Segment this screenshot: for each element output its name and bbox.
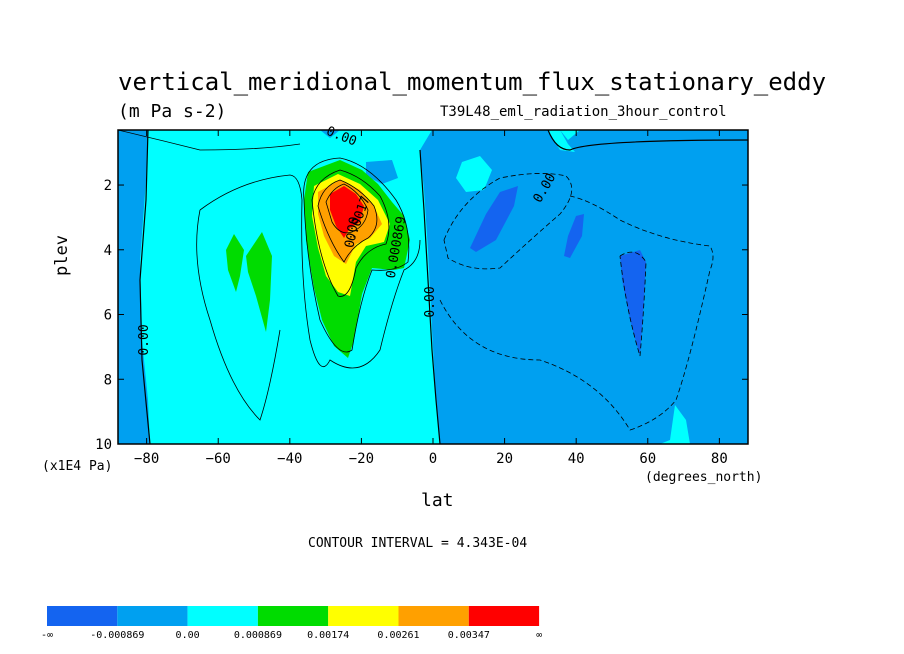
colorbar-swatch xyxy=(47,606,118,626)
y-tick-label: 10 xyxy=(95,437,112,453)
x-tick-label: 80 xyxy=(711,451,728,467)
colorbar-label: 0.000869 xyxy=(234,630,282,641)
contour-line xyxy=(325,183,369,234)
colorbar-swatch xyxy=(257,606,329,626)
colorbar-swatch xyxy=(398,606,469,626)
fill-cyan-notch-2 xyxy=(548,130,575,152)
x-axis-label: lat xyxy=(421,490,454,511)
colorbar-label: ∞ xyxy=(536,630,542,641)
chart-units: (m Pa s-2) xyxy=(118,101,227,122)
contour-line xyxy=(196,174,421,421)
colorbar-swatch xyxy=(328,606,399,626)
colorbar-swatch xyxy=(468,606,540,626)
colorbar-swatch xyxy=(187,606,258,626)
contour-line-zero xyxy=(419,149,441,444)
y-tick-label: 6 xyxy=(104,308,112,324)
contour-line-zero xyxy=(547,130,748,151)
contour-label: 0.00 xyxy=(342,216,362,249)
fill-lightblue-blob xyxy=(366,160,398,184)
y-tick-label: 4 xyxy=(104,243,112,259)
x-tick-label: −40 xyxy=(277,451,302,467)
fill-green-west-2 xyxy=(246,232,272,332)
colorbar-label: 0.00261 xyxy=(377,630,419,641)
contour-line xyxy=(317,179,378,263)
contour-line-negative xyxy=(443,173,573,270)
colorbar-label: 0.00 xyxy=(176,630,200,641)
colorbar-label: 0.00174 xyxy=(307,630,349,641)
contour-line xyxy=(311,169,390,297)
fill-red-core xyxy=(330,186,364,238)
contour-line-negative xyxy=(439,195,714,431)
x-tick-label: 40 xyxy=(568,451,585,467)
y-tick-label: 2 xyxy=(104,178,112,194)
contour-label: 0.00 xyxy=(137,324,152,355)
x-tick-label: 20 xyxy=(496,451,513,467)
x-tick-label: 0 xyxy=(429,451,437,467)
x-tick-label: −60 xyxy=(206,451,231,467)
colorbar-label: -0.000869 xyxy=(90,630,144,641)
colorbar-swatch xyxy=(117,606,188,626)
chart-title: vertical_meridional_momentum_flux_statio… xyxy=(118,68,827,96)
x-tick-label: 60 xyxy=(639,451,656,467)
colorbar-label: -∞ xyxy=(41,630,53,641)
fill-darkblue-2 xyxy=(564,214,584,258)
contour-line-zero xyxy=(139,130,151,444)
fill-cyan-notch-1 xyxy=(456,156,492,192)
contour-line xyxy=(118,130,301,151)
run-label: T39L48_eml_radiation_3hour_control xyxy=(440,104,727,120)
colorbar-label: 0.00347 xyxy=(448,630,490,641)
contour-interval-label: CONTOUR INTERVAL = 4.343E-04 xyxy=(308,536,528,551)
y-axis-units: (x1E4 Pa) xyxy=(42,459,113,474)
contour-line-negative xyxy=(619,251,647,357)
contour-label: 0.00 xyxy=(423,286,438,317)
x-tick-label: −80 xyxy=(134,451,159,467)
fill-darkblue-3 xyxy=(620,250,646,356)
fill-green-west-1 xyxy=(226,234,244,292)
x-axis-units: (degrees_north) xyxy=(645,470,763,485)
x-tick-label: −20 xyxy=(349,451,374,467)
contour-line xyxy=(303,157,410,353)
y-tick-label: 8 xyxy=(104,372,112,388)
fill-darkblue-1 xyxy=(470,186,518,252)
